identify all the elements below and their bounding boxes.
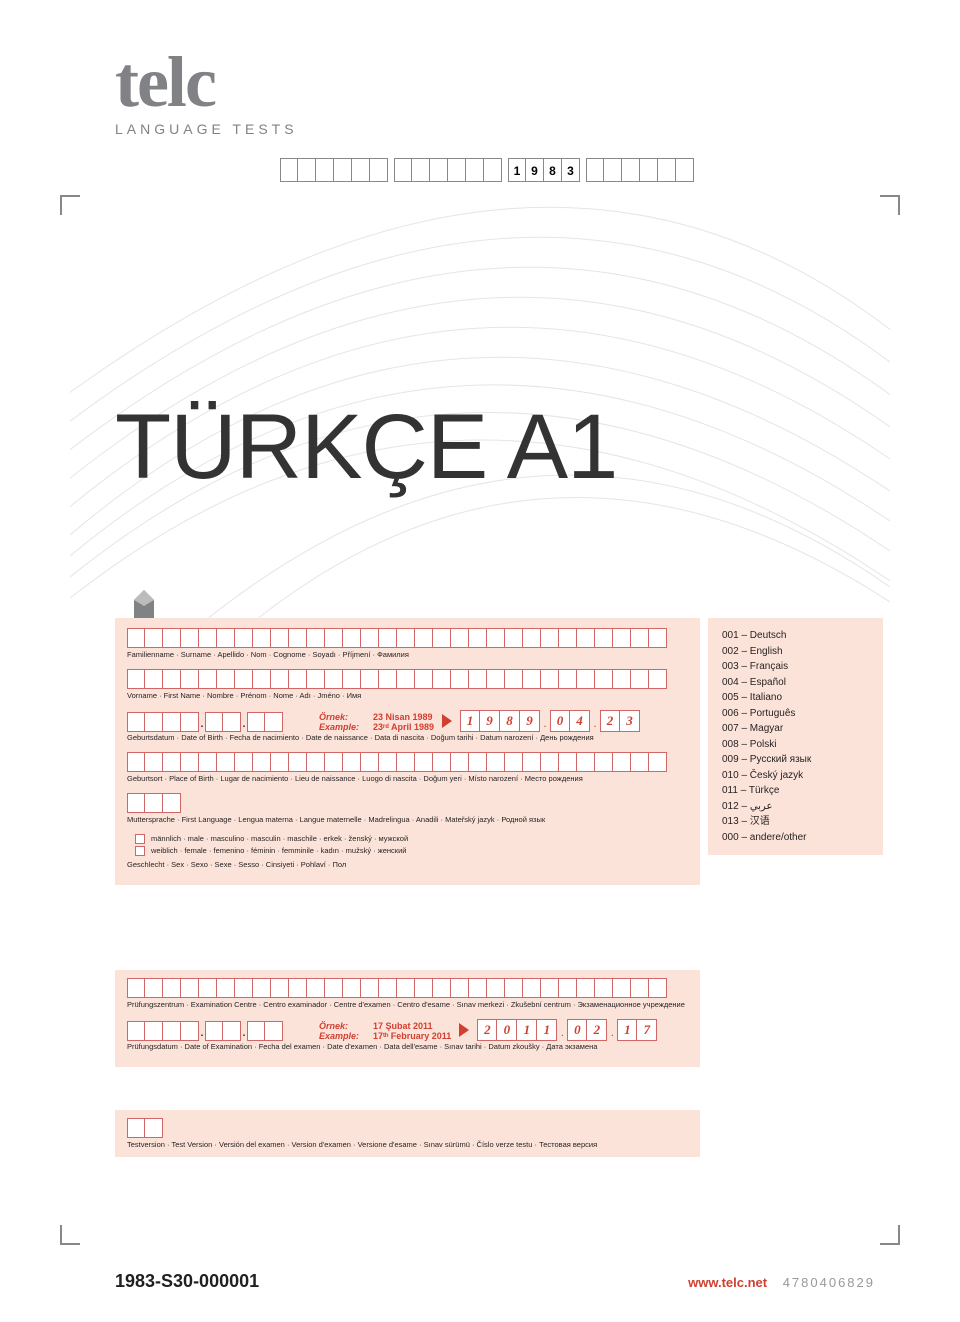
pob-boxes[interactable] [127,752,688,772]
firstname-boxes[interactable] [127,669,688,689]
logo: telc LANGUAGE TESTS [115,50,298,137]
dob-row[interactable]: . . Örnek:23 Nisan 1989 Example:23ʳᵈ Apr… [127,710,688,732]
footer-code: 4780406829 [783,1275,875,1290]
main-title: TÜRKÇE A1 [115,395,617,500]
surname-label: Familienname · Surname · Apellido · Nom … [127,650,688,659]
language-codes-panel: 001 – Deutsch002 – English003 – Français… [708,618,883,855]
examdate-label: Prüfungsdatum · Date of Examination · Fe… [127,1042,688,1051]
logo-subtitle: LANGUAGE TESTS [115,121,298,137]
dob-example: Örnek:23 Nisan 1989 Example:23ʳᵈ April 1… [319,712,434,732]
language-item: 006 – Português [722,706,873,722]
language-item: 012 – عربي [722,799,873,815]
gender-female[interactable]: weiblich · female · femenino · féminin ·… [135,846,688,856]
year-d1: 1 [508,158,526,182]
lang-label: Muttersprache · First Language · Lengua … [127,815,688,824]
year-d2: 9 [526,158,544,182]
crop-mark [880,1225,900,1245]
gender-male[interactable]: männlich · male · masculino · masculin ·… [135,834,688,844]
language-item: 011 – Türkçe [722,783,873,799]
language-item: 009 – Русский язык [722,752,873,768]
language-item: 013 – 汉语 [722,814,873,830]
footer: 1983-S30-000001 www.telc.net 4780406829 [115,1271,875,1292]
arrow-icon [442,714,452,728]
language-item: 003 – Français [722,659,873,675]
language-item: 008 – Polski [722,737,873,753]
surname-boxes[interactable] [127,628,688,648]
centre-label: Prüfungszentrum · Examination Centre · C… [127,1000,688,1009]
language-item: 010 – Český jazyk [722,768,873,784]
personal-data-panel: Familienname · Surname · Apellido · Nom … [115,618,700,885]
firstname-label: Vorname · First Name · Nombre · Prénom ·… [127,691,688,700]
language-item: 002 – English [722,644,873,660]
year-d4: 3 [562,158,580,182]
arrow-icon [459,1023,469,1037]
exam-example: Örnek:17 Şubat 2011 Example:17ᵗʰ Februar… [319,1021,451,1041]
language-item: 004 – Español [722,675,873,691]
version-label: Testversion · Test Version · Versión del… [127,1140,688,1149]
crop-mark [60,1225,80,1245]
centre-boxes[interactable] [127,978,688,998]
language-item: 005 – Italiano [722,690,873,706]
lang-boxes[interactable] [127,793,688,813]
dob-label: Geburtsdatum · Date of Birth · Fecha de … [127,733,688,742]
footer-url: www.telc.net [688,1275,767,1290]
year-d3: 8 [544,158,562,182]
test-version-panel: Testversion · Test Version · Versión del… [115,1110,700,1157]
top-code-boxes: 1 9 8 3 [280,158,700,182]
language-item: 001 – Deutsch [722,628,873,644]
examdate-row[interactable]: . . Örnek:17 Şubat 2011 Example:17ᵗʰ Feb… [127,1019,688,1041]
pob-label: Geburtsort · Place of Birth · Lugar de n… [127,774,688,783]
footer-id: 1983-S30-000001 [115,1271,259,1292]
exam-centre-panel: Prüfungszentrum · Examination Centre · C… [115,970,700,1067]
language-item: 007 – Magyar [722,721,873,737]
language-item: 000 – andere/other [722,830,873,846]
version-boxes[interactable] [127,1118,688,1138]
logo-brand: telc [115,50,298,115]
sex-label: Geschlecht · Sex · Sexo · Sexe · Sesso ·… [127,860,688,869]
